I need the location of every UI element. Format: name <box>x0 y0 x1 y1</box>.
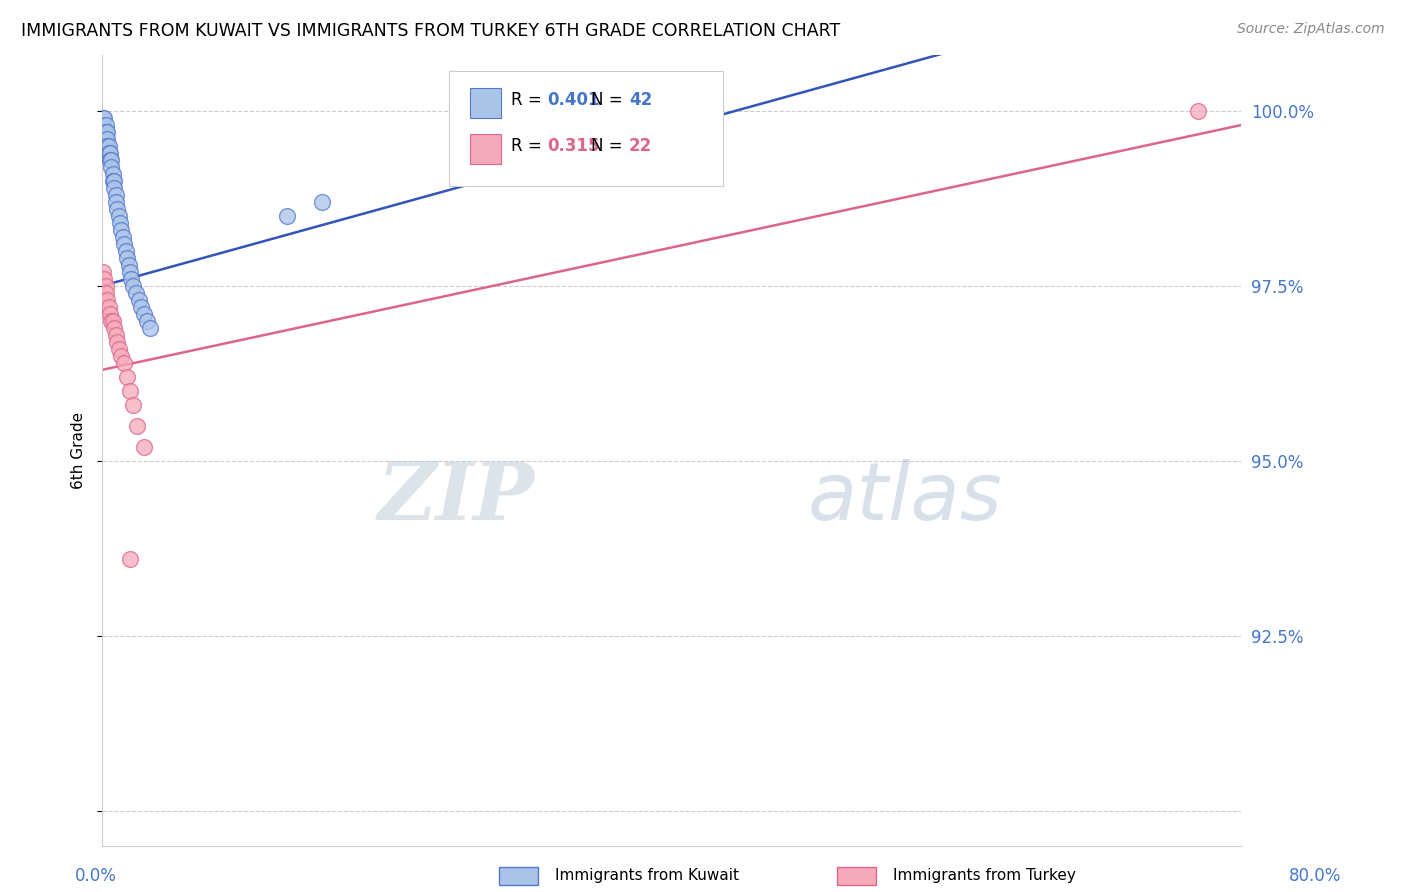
Point <box>112 237 135 252</box>
Point <box>103 174 125 188</box>
Point <box>104 328 127 343</box>
Point <box>104 195 127 210</box>
Point <box>105 334 128 349</box>
Point <box>115 251 138 265</box>
Point <box>94 118 117 132</box>
Point <box>100 153 122 167</box>
Point <box>110 223 132 237</box>
Point <box>103 181 125 195</box>
Point <box>134 440 156 454</box>
Point <box>93 125 115 139</box>
Text: N =: N = <box>592 137 628 155</box>
Point <box>96 125 118 139</box>
Point <box>105 202 128 216</box>
Point <box>97 300 120 314</box>
Point <box>94 279 117 293</box>
Point <box>136 314 159 328</box>
Point <box>128 293 150 307</box>
Point <box>100 314 122 328</box>
Text: Source: ZipAtlas.com: Source: ZipAtlas.com <box>1237 22 1385 37</box>
Point <box>118 265 141 279</box>
Point <box>96 139 118 153</box>
Point <box>311 195 333 210</box>
Text: Immigrants from Turkey: Immigrants from Turkey <box>893 869 1076 883</box>
Text: N =: N = <box>592 91 628 109</box>
Point <box>98 307 121 321</box>
Point <box>121 398 143 412</box>
Point <box>120 272 142 286</box>
Point <box>114 244 136 258</box>
FancyBboxPatch shape <box>449 71 723 186</box>
Point <box>1187 104 1209 119</box>
Point <box>104 188 127 202</box>
Point <box>139 321 162 335</box>
Point <box>276 209 298 223</box>
Text: R =: R = <box>510 91 547 109</box>
Y-axis label: 6th Grade: 6th Grade <box>72 412 86 489</box>
Text: 42: 42 <box>628 91 652 109</box>
Point <box>91 265 114 279</box>
Text: ZIP: ZIP <box>378 459 534 537</box>
Point <box>112 356 135 370</box>
Point <box>118 552 141 566</box>
Point <box>121 279 143 293</box>
Text: 0.0%: 0.0% <box>75 867 117 885</box>
Point <box>101 167 124 181</box>
Point <box>125 286 148 301</box>
Point <box>134 307 156 321</box>
Point <box>93 111 115 125</box>
Point <box>93 272 115 286</box>
FancyBboxPatch shape <box>470 88 502 119</box>
Text: IMMIGRANTS FROM KUWAIT VS IMMIGRANTS FROM TURKEY 6TH GRADE CORRELATION CHART: IMMIGRANTS FROM KUWAIT VS IMMIGRANTS FRO… <box>21 22 841 40</box>
Text: atlas: atlas <box>808 458 1002 537</box>
Point <box>131 300 153 314</box>
Point <box>94 286 117 301</box>
Point <box>94 125 117 139</box>
Point <box>91 111 114 125</box>
Text: 80.0%: 80.0% <box>1288 867 1341 885</box>
Point <box>94 132 117 146</box>
Point <box>96 293 118 307</box>
Point <box>98 153 121 167</box>
Point <box>103 321 125 335</box>
Point <box>118 384 141 398</box>
Point <box>127 419 149 434</box>
Point <box>115 370 138 384</box>
Point <box>108 216 131 230</box>
FancyBboxPatch shape <box>470 134 502 164</box>
Text: R =: R = <box>510 137 547 155</box>
Point <box>117 258 139 272</box>
Text: 22: 22 <box>628 137 652 155</box>
Text: 0.315: 0.315 <box>547 137 599 155</box>
Point <box>96 132 118 146</box>
Point <box>97 146 120 161</box>
Point <box>107 342 129 356</box>
Point <box>111 230 134 244</box>
Text: 0.401: 0.401 <box>547 91 599 109</box>
Point <box>107 209 129 223</box>
Point <box>110 349 132 363</box>
Point <box>97 139 120 153</box>
Point <box>100 160 122 174</box>
Point <box>91 118 114 132</box>
Point <box>101 314 124 328</box>
Point <box>98 146 121 161</box>
Point <box>101 174 124 188</box>
Text: Immigrants from Kuwait: Immigrants from Kuwait <box>555 869 740 883</box>
